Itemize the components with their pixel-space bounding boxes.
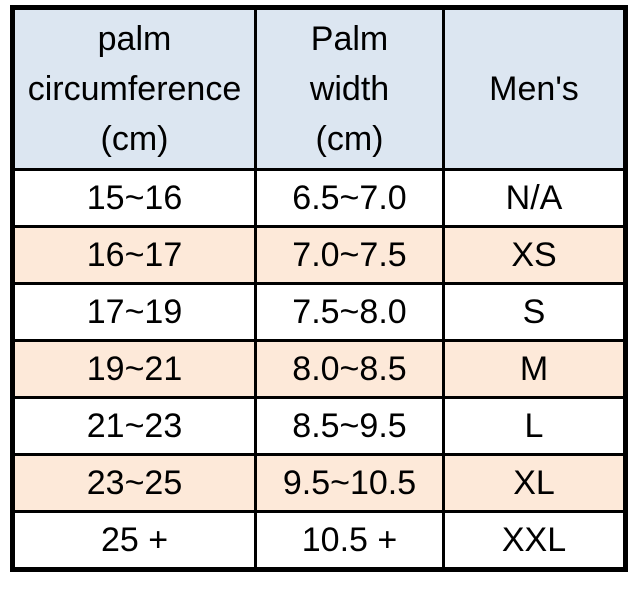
table-row: 23~25 9.5~10.5 XL — [11, 453, 627, 513]
header-row: palm circumference (cm) Palm width (cm) … — [11, 6, 627, 171]
cell-mens-size: M — [442, 339, 627, 399]
header-mens: Men's — [442, 6, 627, 171]
cell-palm-width: 9.5~10.5 — [254, 453, 445, 513]
table-row: 17~19 7.5~8.0 S — [11, 282, 627, 342]
table-row: 25 + 10.5 + XXL — [11, 510, 627, 571]
cell-mens-size: L — [442, 396, 627, 456]
cell-palm-circumference: 25 + — [11, 510, 257, 571]
table-row: 19~21 8.0~8.5 M — [11, 339, 627, 399]
table-row: 21~23 8.5~9.5 L — [11, 396, 627, 456]
cell-palm-width: 8.0~8.5 — [254, 339, 445, 399]
header-palm-circumference-line2: circumference — [27, 70, 242, 108]
cell-palm-width: 7.5~8.0 — [254, 282, 445, 342]
size-table: palm circumference (cm) Palm width (cm) … — [10, 5, 628, 572]
header-palm-width-line1: Palm — [310, 20, 389, 58]
header-palm-circumference: palm circumference (cm) — [11, 6, 257, 171]
cell-palm-circumference: 17~19 — [11, 282, 257, 342]
cell-palm-circumference: 15~16 — [11, 168, 257, 228]
cell-palm-circumference: 19~21 — [11, 339, 257, 399]
header-palm-circumference-line3: (cm) — [100, 120, 169, 158]
header-palm-width-line2: width — [309, 70, 390, 108]
cell-palm-circumference: 16~17 — [11, 225, 257, 285]
header-palm-width: Palm width (cm) — [254, 6, 445, 171]
cell-palm-width: 6.5~7.0 — [254, 168, 445, 228]
header-palm-circumference-line1: palm — [97, 20, 172, 58]
header-palm-width-line3: (cm) — [315, 120, 384, 158]
cell-palm-width: 10.5 + — [254, 510, 445, 571]
cell-palm-width: 7.0~7.5 — [254, 225, 445, 285]
cell-palm-width: 8.5~9.5 — [254, 396, 445, 456]
table-row: 16~17 7.0~7.5 XS — [11, 225, 627, 285]
cell-mens-size: XXL — [442, 510, 627, 571]
cell-mens-size: N/A — [442, 168, 627, 228]
cell-mens-size: XS — [442, 225, 627, 285]
cell-palm-circumference: 23~25 — [11, 453, 257, 513]
cell-mens-size: S — [442, 282, 627, 342]
cell-mens-size: XL — [442, 453, 627, 513]
cell-palm-circumference: 21~23 — [11, 396, 257, 456]
table-row: 15~16 6.5~7.0 N/A — [11, 168, 627, 228]
